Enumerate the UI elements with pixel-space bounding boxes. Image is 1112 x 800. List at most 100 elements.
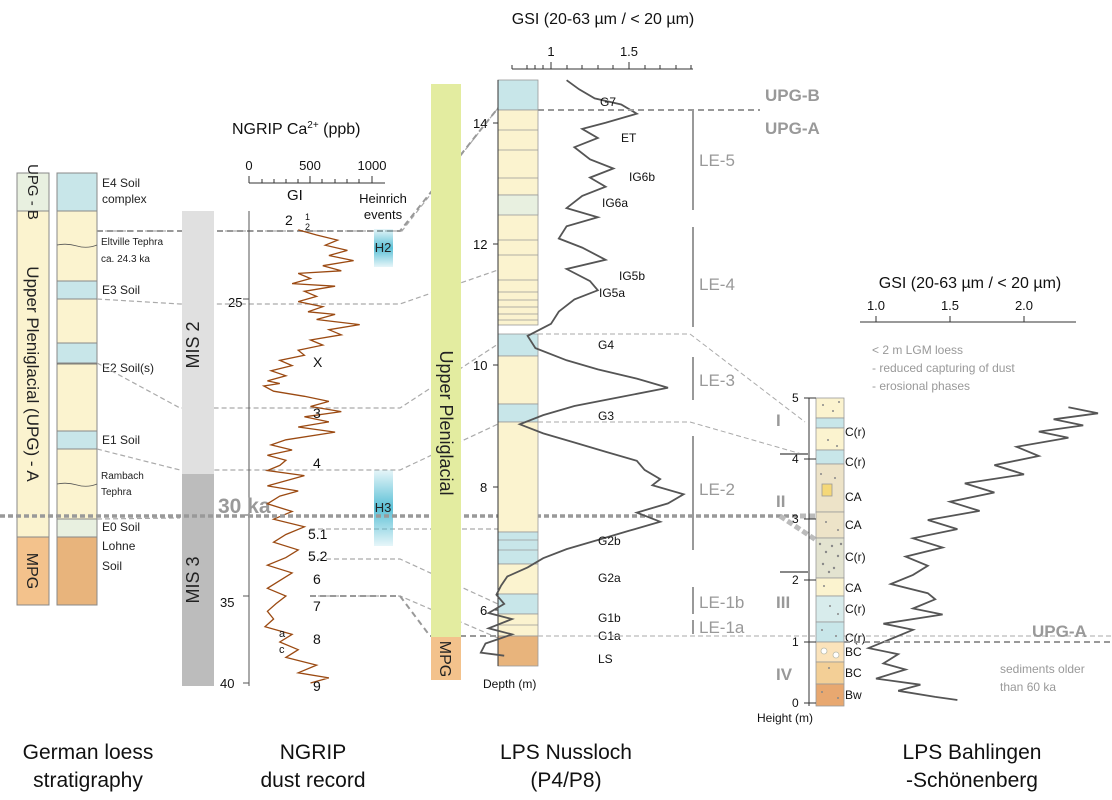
horizon-10: BC [845,666,862,680]
e0-soil-label: E0 Soil [102,520,140,534]
mpg-boundary-line [310,595,498,637]
german-caption-1: German loess [23,741,154,764]
height-tick-1: 1 [792,635,799,649]
gi-8c: c [279,644,285,656]
ngrip-x-tick-500: 500 [299,158,321,173]
gi-label: GI [287,187,303,204]
nussloch-gsi-tick-1-5: 1.5 [620,44,638,59]
nussloch-caption-1: LPS Nussloch [500,741,632,764]
height-tick-2: 2 [792,573,799,587]
lohne-soil-label: Lohne [102,539,136,553]
bahlingen-record: GSI (20-63 µm / < 20 µm) 1.0 1.5 2.0 < 2… [757,275,1112,792]
unit-upg-a-box [16,210,50,538]
ngrip-caption-2: dust record [260,769,365,792]
le-2: LE-2 [699,480,735,499]
gi-2-sub-2: 2 [305,222,310,232]
layer-g4: G4 [598,338,614,352]
bahlingen-height-axis [804,397,816,706]
bahlingen-gsi-title: GSI (20-63 µm / < 20 µm) [879,275,1062,292]
eltville-tephra-label: Eltville Tephra [101,237,164,248]
gi-8: 8 [313,631,321,647]
heinrich-h3 [374,470,393,546]
nussloch-caption-2: (P4/P8) [530,769,601,792]
horizon-5: C(r) [845,550,866,564]
mis2-label: MIS 2 [183,321,203,368]
bahlingen-dots [818,401,843,699]
bahlingen-column [815,397,845,707]
gi-3: 3 [313,405,321,421]
depth-tick-12: 12 [473,237,487,252]
le-4: LE-4 [699,275,735,294]
correlation-lines-right [538,333,1112,637]
horizon-3: CA [845,490,862,504]
horizon-9: BC [845,645,862,659]
ngrip-dust-curve [261,229,360,684]
lgm-note-1: < 2 m LGM loess [872,343,963,357]
rambach-tephra-line [56,482,98,487]
gi-2-sub-1: 1 [305,212,310,222]
gi-5-2: 5.2 [308,548,328,564]
horizon-6: CA [845,581,862,595]
horizon-8: C(r) [845,631,866,645]
horizon-1: C(r) [845,425,866,439]
german-caption-2: stratigraphy [33,769,143,792]
unit-mpg-box [16,536,50,606]
layer-ig6b: IG6b [629,170,655,184]
bahlingen-gray-ticks [780,453,808,573]
unit-upg-b-box [16,172,50,212]
heinrich-label-2: events [364,207,403,222]
upg-a-label-bahlingen: UPG-A [1032,622,1087,641]
gi-4: 4 [313,455,321,471]
horizon-2: C(r) [845,455,866,469]
bahlingen-pebble-1 [820,647,828,655]
depth-tick-14: 14 [473,116,487,131]
le-1b: LE-1b [699,593,744,612]
layer-g3: G3 [598,409,614,423]
layer-g2a: G2a [598,571,621,585]
gi-5-1: 5.1 [308,526,328,542]
bahlingen-caption-1: LPS Bahlingen [903,741,1042,764]
ngrip-record: NGRIP Ca2+ (ppb) 0 500 1000 GI Heinrich … [182,120,407,792]
ngrip-caption-1: NGRIP [280,741,347,764]
e4-soil-label-2: complex [102,192,147,206]
depth-axis-label: Depth (m) [483,677,536,691]
lohne-soil-label-2: Soil [102,559,122,573]
mis3-bar [182,474,214,686]
bahlingen-gsi-axis [860,316,1076,323]
ngrip-x-tick-0: 0 [245,158,252,173]
upg-a-label-nussloch: UPG-A [765,119,820,138]
gi-2: 2 [285,212,293,228]
unit-roman-i: I [776,411,781,430]
e4-soil-label: E4 Soil [102,176,140,190]
nussloch-depth-axis [493,80,499,666]
age-tick-40: 40 [220,676,234,691]
layer-g1b: G1b [598,611,621,625]
mis2-bar [182,211,214,474]
unit-upg-b-label: UPG - B [24,164,41,220]
bahlingen-gsi-tick-2-0: 2.0 [1015,298,1033,313]
bahlingen-pebble-2 [832,651,840,659]
layer-ig5b: IG5b [619,269,645,283]
ngrip-title: NGRIP Ca2+ (ppb) [232,120,360,138]
height-tick-3: 3 [792,512,799,526]
depth-tick-8: 8 [480,480,487,495]
gi-8a: a [279,628,286,640]
nussloch-gsi-axis [511,62,693,70]
unit-upg-a-label: Upper Pleniglacial (UPG) - A [23,266,42,482]
nussloch-gsi-tick-1: 1 [547,44,554,59]
unit-mpg-label: MPG [23,553,40,589]
age-tick-35: 35 [220,595,234,610]
nussloch-mpg-label: MPG [436,641,453,677]
unit-roman-ii: II [776,492,785,511]
upper-pleniglacial-label: Upper Pleniglacial [436,350,456,495]
german-stratigraphy: UPG - B Upper Pleniglacial (UPG) - A MPG… [16,164,164,792]
ngrip-x-axis [248,176,385,184]
layer-et: ET [621,131,637,145]
upg-b-label: UPG-B [765,86,820,105]
horizon-11: Bw [845,688,862,702]
age-tick-25: 25 [228,295,242,310]
eltville-tephra-line [56,243,98,248]
ngrip-x-tick-1000: 1000 [358,158,387,173]
rambach-tephra-label-2: Tephra [101,487,132,498]
